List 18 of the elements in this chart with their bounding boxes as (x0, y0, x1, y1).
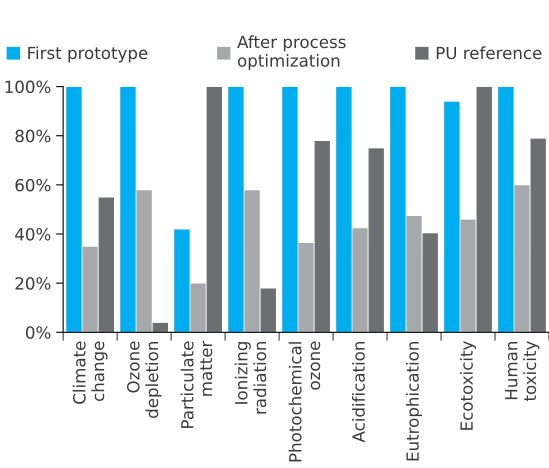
y-tick-label: 80% (15, 130, 50, 142)
legend-label: After process optimization (237, 35, 346, 70)
y-tick-label: 0% (26, 326, 50, 339)
x-tick-label: Ionizing radiation (234, 342, 266, 414)
y-tick-label: 60% (15, 178, 50, 192)
x-tick-label: Eutrophication (406, 342, 422, 460)
x-tick-label: Climate change (72, 342, 108, 404)
y-tick-label: 40% (15, 228, 50, 241)
legend-label: PU reference (436, 46, 542, 60)
y-tick-label: 100% (6, 80, 50, 94)
legend-label: First prototype (28, 46, 148, 62)
x-tick-label: Particulate matter (180, 340, 212, 428)
x-tick-label: Acidification (352, 342, 365, 442)
x-tick-label: Ozone depletion (127, 342, 162, 418)
x-tick-label: Human toxicity (505, 341, 540, 402)
y-tick-label: 20% (16, 277, 50, 290)
x-tick-label: Photochemical ozone (288, 342, 320, 462)
x-tick-label: Ecotoxicity (460, 341, 476, 430)
